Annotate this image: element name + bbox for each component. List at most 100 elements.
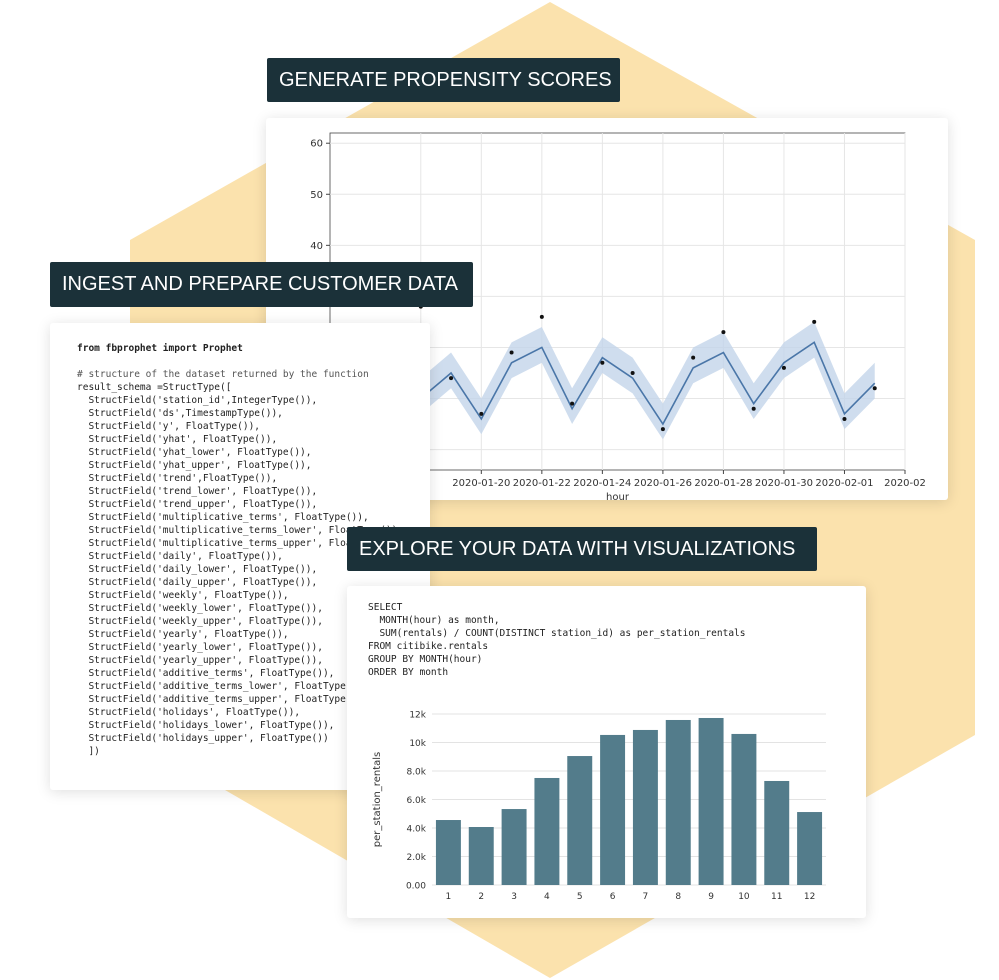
code-line: result_schema =StructType([ xyxy=(77,382,232,393)
x-tick-label: 2020-02-01 xyxy=(815,478,873,489)
x-tick-label: 5 xyxy=(577,892,583,902)
bar xyxy=(698,717,724,885)
code-line: ]) xyxy=(77,746,100,757)
y-tick-label: 4.0k xyxy=(406,825,426,835)
bar xyxy=(797,812,823,885)
observed-point xyxy=(842,416,847,421)
code-line: StructField('station_id',IntegerType()), xyxy=(77,395,318,406)
code-line: StructField('weekly', FloatType()), xyxy=(77,590,289,601)
y-axis-label: per_station_rentals xyxy=(372,752,383,847)
code-line: StructField('ds',TimestampType()), xyxy=(77,408,283,419)
x-tick-label: 11 xyxy=(771,892,782,902)
code-line: StructField('holidays_lower', FloatType(… xyxy=(77,720,335,731)
x-axis-label: hour xyxy=(606,492,630,500)
observed-point xyxy=(539,314,544,319)
code-line: StructField('yhat_lower', FloatType()), xyxy=(77,447,312,458)
code-line: StructField('additive_terms', FloatType(… xyxy=(77,668,335,679)
sql-line: GROUP BY MONTH(hour) xyxy=(368,654,483,665)
x-tick-label: 8 xyxy=(675,892,681,902)
code-line: StructField('yhat', FloatType()), xyxy=(77,434,278,445)
observed-point xyxy=(449,376,454,381)
code-line: StructField('multiplicative_terms', Floa… xyxy=(77,512,369,523)
code-line: from fbprophet import Prophet xyxy=(77,343,243,354)
x-tick-label: 2 xyxy=(478,892,484,902)
section-label: INGEST AND PREPARE CUSTOMER DATA xyxy=(50,262,473,307)
code-line: StructField('daily_upper', FloatType()), xyxy=(77,577,318,588)
x-tick-label: 2020-01-28 xyxy=(694,478,752,489)
bar xyxy=(501,809,527,885)
x-tick-label: 9 xyxy=(708,892,714,902)
x-tick-label: 3 xyxy=(511,892,517,902)
observed-point xyxy=(479,411,484,416)
section-label: EXPLORE YOUR DATA WITH VISUALIZATIONS xyxy=(347,527,817,571)
forecast-line xyxy=(389,341,876,430)
bar xyxy=(534,777,560,885)
sql-line: FROM citibike.rentals xyxy=(368,641,489,652)
observed-point xyxy=(630,370,635,375)
y-tick-label: 12k xyxy=(409,711,426,721)
observed-point xyxy=(872,386,877,391)
x-tick-label: 1 xyxy=(446,892,452,902)
observed-point xyxy=(781,365,786,370)
observed-point xyxy=(509,350,514,355)
observed-point xyxy=(721,330,726,335)
x-tick-label: 2020-02 xyxy=(884,478,926,489)
code-line: StructField('trend_upper', FloatType()), xyxy=(77,499,318,510)
code-line: StructField('additive_terms_lower', Floa… xyxy=(77,681,369,692)
x-tick-label: 7 xyxy=(643,892,649,902)
sql-line: SELECT xyxy=(368,602,403,613)
observed-point xyxy=(751,406,756,411)
code-line: StructField('weekly_upper', FloatType())… xyxy=(77,616,323,627)
code-line: StructField('holidays', FloatType()), xyxy=(77,707,301,718)
observed-point xyxy=(660,427,665,432)
code-line: StructField('daily_lower', FloatType()), xyxy=(77,564,318,575)
bar xyxy=(468,827,494,885)
code-line: StructField('trend_lower', FloatType()), xyxy=(77,486,318,497)
y-tick-label: 2.0k xyxy=(406,853,426,863)
sql-line: SUM(rentals) / COUNT(DISTINCT station_id… xyxy=(368,628,746,639)
x-tick-label: 4 xyxy=(544,892,550,902)
x-tick-label: 10 xyxy=(738,892,750,902)
y-tick-label: 60 xyxy=(310,139,323,150)
code-line: StructField('daily', FloatType()), xyxy=(77,551,283,562)
x-tick-label: 2020-01-22 xyxy=(513,478,571,489)
observed-point xyxy=(600,360,605,365)
bar xyxy=(567,756,593,885)
bar xyxy=(632,729,658,885)
bar xyxy=(764,780,790,885)
x-tick-label: 2020-01-30 xyxy=(755,478,813,489)
code-line: StructField('y', FloatType()), xyxy=(77,421,261,432)
code-line: StructField('yearly', FloatType()), xyxy=(77,629,289,640)
viz-panel: SELECT MONTH(hour) as month, SUM(rentals… xyxy=(347,586,866,918)
observed-point xyxy=(812,319,817,324)
x-tick-label: 2020-01-24 xyxy=(573,478,631,489)
code-line: StructField('yearly_upper', FloatType())… xyxy=(77,655,323,666)
bar xyxy=(435,820,461,885)
uncertainty-band xyxy=(390,321,875,445)
bar xyxy=(600,734,626,885)
observed-point xyxy=(691,355,696,360)
code-line: StructField('trend',FloatType()), xyxy=(77,473,278,484)
y-tick-label: 50 xyxy=(310,190,323,201)
x-tick-label: 2020-01-26 xyxy=(634,478,692,489)
section-label: GENERATE PROPENSITY SCORES xyxy=(267,58,620,102)
code-line: StructField('yearly_lower', FloatType())… xyxy=(77,642,323,653)
code-line: StructField('weekly_lower', FloatType())… xyxy=(77,603,323,614)
observed-point xyxy=(570,401,575,406)
x-tick-label: 2020-01-20 xyxy=(452,478,510,489)
sql-line: ORDER BY month xyxy=(368,667,449,678)
code-line: StructField('additive_terms_upper', Floa… xyxy=(77,694,369,705)
x-tick-label: 12 xyxy=(804,892,815,902)
y-tick-label: 6.0k xyxy=(406,796,426,806)
bar-chart: 0.00 2.0k 4.0k 6.0k 8.0k 10k 12k per_station_re… xyxy=(372,711,826,902)
x-tick-label: 6 xyxy=(610,892,616,902)
y-tick-label: 0.00 xyxy=(406,882,426,892)
y-tick-label: 40 xyxy=(310,241,323,252)
code-line: StructField('holidays_upper', FloatType(… xyxy=(77,733,329,744)
y-tick-label: 8.0k xyxy=(406,768,426,778)
bar xyxy=(665,719,691,885)
sql-line: MONTH(hour) as month, xyxy=(368,615,500,626)
code-line: StructField('yhat_upper', FloatType()), xyxy=(77,460,312,471)
y-tick-label: 10k xyxy=(409,739,426,749)
